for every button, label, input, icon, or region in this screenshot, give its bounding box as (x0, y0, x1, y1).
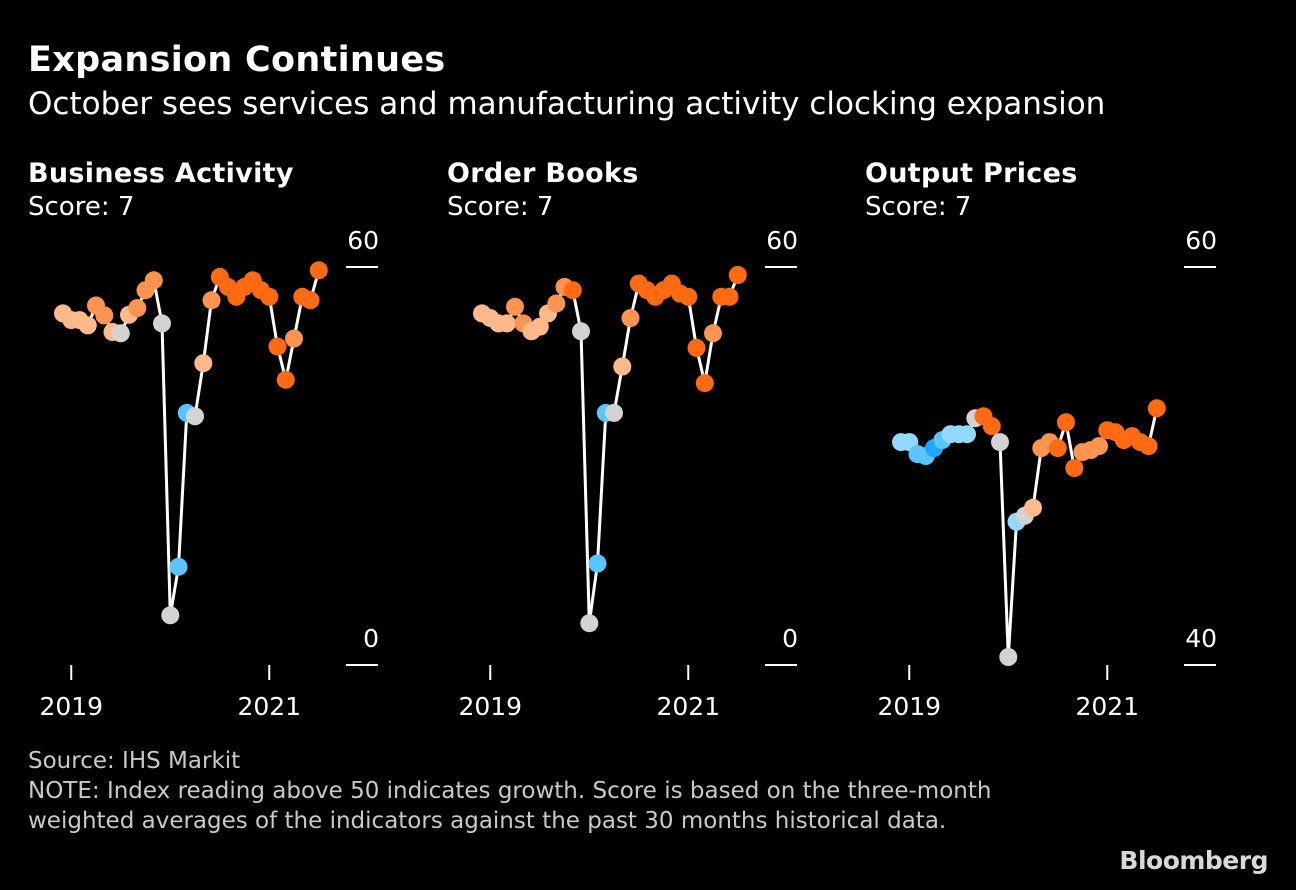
data-point (563, 281, 582, 300)
chart-panel-1: 60 0 2019 2021 (39, 226, 379, 721)
data-point (580, 614, 599, 633)
data-point (497, 314, 516, 333)
data-point (588, 554, 607, 573)
chart-subtitle: October sees services and manufacturing … (28, 86, 1106, 122)
y-tick-label-bottom: 40 (1185, 624, 1217, 653)
chart-panel-2: 60 0 2019 2021 (458, 226, 798, 721)
data-point (695, 374, 714, 393)
data-point (202, 291, 221, 310)
footer: Source: IHS Markit NOTE: Index reading a… (28, 746, 1038, 836)
data-point (506, 297, 524, 316)
data-point (1090, 437, 1108, 456)
data-point (78, 316, 97, 335)
x-tick-label-2021: 2021 (237, 692, 301, 721)
data-point (169, 557, 188, 576)
data-point (958, 425, 976, 444)
data-point (547, 294, 566, 313)
data-point (186, 407, 204, 426)
data-point (605, 403, 623, 422)
data-point (301, 291, 320, 310)
panel-score-business-activity: Score: 7 (28, 192, 135, 222)
y-tick-label-top: 60 (1185, 226, 1217, 255)
bloomberg-logo: Bloomberg (1119, 846, 1268, 875)
methodology-note: NOTE: Index reading above 50 indicates g… (28, 778, 992, 834)
panel-score-order-books: Score: 7 (447, 192, 554, 222)
x-tick-label-2021: 2021 (1075, 692, 1139, 721)
data-point (621, 309, 640, 328)
data-point (687, 338, 706, 357)
chart-panel-3: 60 40 2019 2021 (877, 226, 1217, 721)
data-point (153, 314, 171, 333)
data-point (720, 287, 739, 306)
data-point (194, 354, 213, 373)
data-point (999, 648, 1018, 666)
data-point (111, 324, 130, 343)
y-tick-label-top: 60 (347, 226, 379, 255)
data-point (161, 606, 180, 625)
data-point (268, 337, 287, 356)
data-point (309, 261, 328, 280)
data-point (572, 322, 590, 341)
data-point (1057, 413, 1075, 432)
chart-title: Expansion Continues (28, 40, 446, 80)
data-point (1139, 437, 1158, 456)
x-tick-label-2021: 2021 (656, 692, 720, 721)
y-tick-label-bottom: 0 (363, 624, 379, 653)
data-point (728, 266, 747, 284)
data-point (1048, 439, 1067, 458)
panel-title-business-activity: Business Activity (28, 158, 294, 189)
source-note: Source: IHS Markit (28, 748, 241, 774)
x-tick-label-2019: 2019 (877, 692, 941, 721)
panel-title-output-prices: Output Prices (865, 158, 1078, 189)
x-tick-label-2019: 2019 (39, 692, 103, 721)
data-point (128, 299, 147, 318)
data-point (95, 306, 114, 325)
data-point (991, 433, 1009, 452)
y-tick-label-bottom: 0 (782, 624, 798, 653)
data-point (276, 370, 295, 389)
data-point (679, 287, 698, 306)
data-point (1024, 498, 1042, 517)
data-point (530, 317, 549, 336)
data-point (982, 417, 1001, 436)
data-point (260, 287, 279, 306)
x-tick-label-2019: 2019 (458, 692, 522, 721)
data-point (144, 271, 163, 290)
y-tick-label-top: 60 (766, 226, 798, 255)
data-point (1147, 399, 1166, 418)
data-point (1065, 459, 1084, 477)
panel-score-output-prices: Score: 7 (865, 192, 972, 222)
data-point (613, 357, 632, 376)
data-point (704, 324, 722, 343)
data-point (285, 329, 303, 348)
panel-title-order-books: Order Books (447, 158, 639, 189)
